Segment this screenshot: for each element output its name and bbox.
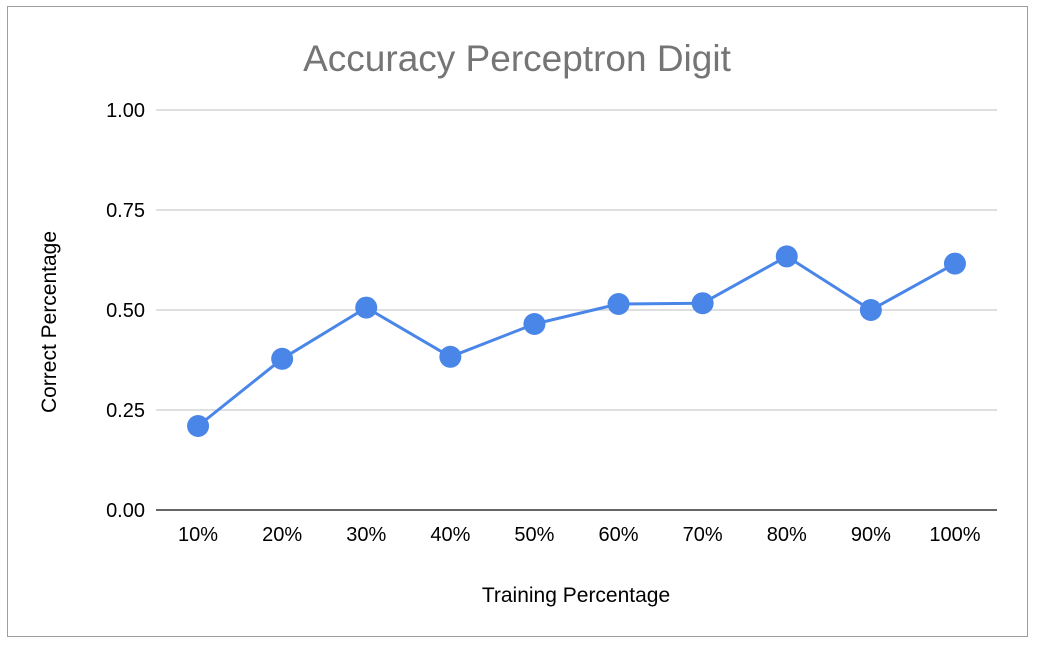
series-line bbox=[197, 254, 956, 428]
data-point[interactable] bbox=[355, 296, 378, 319]
y-tick-label: 0.00 bbox=[106, 500, 145, 522]
data-point[interactable] bbox=[187, 415, 210, 437]
data-point[interactable] bbox=[691, 292, 714, 315]
data-point[interactable] bbox=[775, 245, 798, 268]
chart-title: Accuracy Perceptron Digit bbox=[303, 38, 731, 79]
x-tick-label: 10% bbox=[178, 524, 218, 546]
data-point[interactable] bbox=[439, 345, 462, 368]
chart-frame bbox=[7, 6, 1028, 637]
data-point[interactable] bbox=[859, 299, 882, 321]
x-tick-label: 60% bbox=[599, 524, 639, 546]
data-point[interactable] bbox=[523, 313, 546, 335]
y-tick-label: 0.25 bbox=[106, 400, 145, 422]
y-tick-label: 1.00 bbox=[106, 100, 145, 122]
gridlines bbox=[156, 109, 997, 511]
x-tick-label: 40% bbox=[430, 524, 470, 546]
x-axis-ticks: 10% 20% 30% 40% 50% 60% 70% 80% 90% 100% bbox=[178, 524, 981, 546]
x-tick-label: 30% bbox=[346, 524, 386, 546]
x-tick-label: 70% bbox=[683, 524, 723, 546]
y-tick-label: 0.50 bbox=[106, 300, 145, 322]
x-tick-label: 100% bbox=[929, 524, 980, 546]
x-tick-label: 50% bbox=[514, 524, 554, 546]
data-point[interactable] bbox=[271, 347, 294, 370]
data-point[interactable] bbox=[943, 252, 966, 275]
x-tick-label: 80% bbox=[767, 524, 807, 546]
y-axis-title: Correct Percentage bbox=[38, 231, 61, 413]
series-layer bbox=[187, 245, 966, 437]
x-tick-label: 20% bbox=[262, 524, 302, 546]
x-tick-label: 90% bbox=[851, 524, 891, 546]
y-axis-ticks: 0.00 0.25 0.50 0.75 1.00 bbox=[106, 100, 145, 522]
x-axis-title: Training Percentage bbox=[482, 584, 670, 607]
data-point[interactable] bbox=[607, 293, 630, 315]
y-tick-label: 0.75 bbox=[106, 200, 145, 222]
